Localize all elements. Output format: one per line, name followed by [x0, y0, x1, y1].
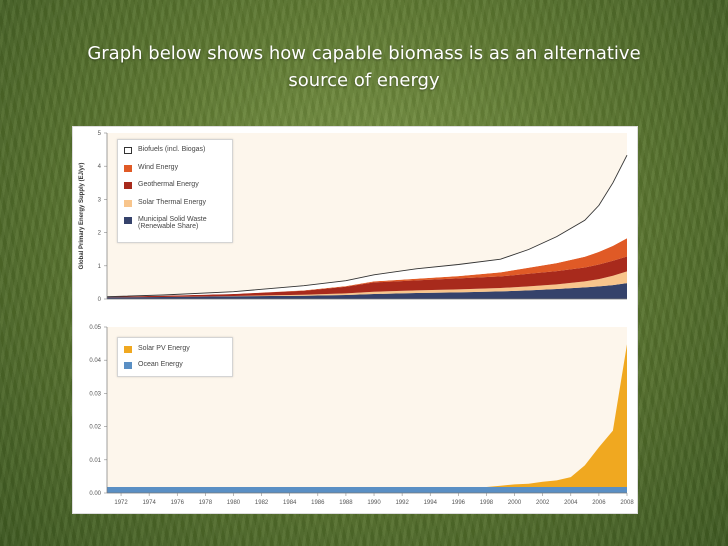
legend-label: Solar Thermal Energy	[138, 198, 206, 206]
x-tick-label-13: 1998	[480, 500, 494, 506]
x-tick-label-1: 1974	[142, 500, 156, 506]
x-tick-label-10: 1992	[395, 500, 409, 506]
legend-swatch	[124, 346, 132, 353]
x-tick-label-7: 1986	[311, 500, 325, 506]
x-tick-label-2: 1976	[171, 500, 185, 506]
legend-label: Geothermal Energy	[138, 181, 199, 188]
legend-label: Biofuels (incl. Biogas)	[138, 146, 206, 153]
area-0-1	[107, 271, 627, 298]
x-tick-label-0: 1972	[114, 500, 128, 506]
legend-item: Solar Thermal Energy	[124, 199, 226, 213]
x-tick-label-16: 2004	[564, 500, 578, 506]
area-outline-0-4	[106, 154, 628, 298]
legend-item: Wind Energy	[124, 164, 226, 178]
x-tick-label-14: 2000	[508, 500, 522, 506]
area-0-2	[107, 256, 627, 298]
legend-label: Solar PV Energy	[138, 345, 190, 352]
y-axis-label-0: Global Primary Energy Supply (EJ/yr)	[79, 163, 85, 270]
y-tick-label-1-3: 0.03	[89, 391, 101, 397]
x-tick-label-4: 1980	[227, 500, 241, 506]
y-tick-label-1-4: 0.04	[89, 358, 101, 364]
y-tick-label-1-1: 0.01	[89, 458, 101, 464]
x-tick-label-6: 1984	[283, 500, 297, 506]
legend-swatch	[124, 199, 132, 207]
y-tick-label-0-2: 2	[98, 231, 102, 237]
x-tick-label-8: 1988	[339, 500, 353, 506]
legend-swatch	[124, 147, 132, 154]
chart-panel: 0 1 2 3 4 5 Global Primary Energy Supply (EJ/y…	[72, 126, 638, 514]
y-tick-label-0-1: 1	[98, 264, 102, 270]
y-tick-label-0-0: 0	[98, 297, 102, 303]
y-tick-label-1-2: 0.02	[89, 425, 101, 431]
legend-top: Biofuels (incl. Biogas) Wind Energy Geothe…	[117, 139, 233, 243]
area-0-0	[107, 283, 627, 299]
y-tick-label-1-5: 0.05	[89, 325, 101, 331]
legend-item: Ocean Energy	[124, 361, 226, 373]
legend-item: Solar PV Energy	[124, 345, 226, 357]
slide-title-line-1: Graph below shows how capable biomass is…	[87, 43, 641, 64]
y-tick-label-0-5: 5	[98, 131, 102, 137]
x-tick-label-15: 2002	[536, 500, 550, 506]
legend-label: Ocean Energy	[138, 361, 183, 368]
legend-label: Wind Energy	[138, 163, 179, 171]
legend-swatch	[124, 182, 132, 189]
x-tick-label-18: 2008	[620, 500, 634, 506]
legend-label: Municipal Solid Waste (Renewable Share)	[138, 216, 207, 230]
slide-title: Graph below shows how capable biomass is…	[40, 40, 688, 94]
area-0-4	[107, 155, 627, 297]
y-tick-label-0-3: 3	[98, 197, 102, 203]
x-tick-label-5: 1982	[255, 500, 269, 506]
legend-swatch	[124, 164, 132, 172]
slide-title-line-2: source of energy	[288, 70, 440, 91]
x-tick-label-9: 1990	[367, 500, 381, 506]
legend-item: Municipal Solid Waste (Renewable Share)	[124, 216, 226, 230]
x-tick-label-11: 1994	[424, 500, 438, 506]
legend-item: Geothermal Energy	[124, 181, 226, 195]
legend-swatch	[124, 217, 132, 224]
x-tick-label-3: 1978	[199, 500, 213, 506]
area-1-0	[107, 487, 627, 493]
legend-item: Biofuels (incl. Biogas)	[124, 146, 226, 160]
x-tick-label-17: 2006	[592, 500, 606, 506]
y-tick-label-0-4: 4	[98, 164, 102, 170]
legend-swatch	[124, 362, 132, 369]
legend-bottom: Solar PV Energy Ocean Energy	[117, 337, 233, 377]
x-tick-label-12: 1996	[452, 500, 466, 506]
y-tick-label-1-0: 0.00	[89, 491, 101, 497]
